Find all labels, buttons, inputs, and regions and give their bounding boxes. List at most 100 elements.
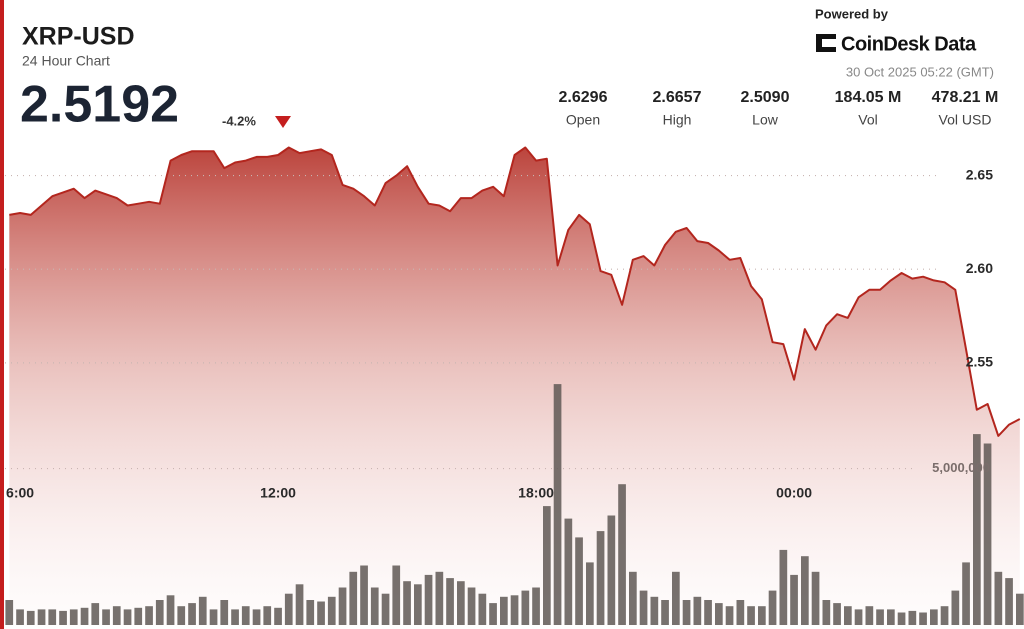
volume-bar (209, 609, 218, 625)
volume-bar (532, 587, 540, 625)
volume-bar (435, 571, 444, 625)
price-change: -4.2% (222, 113, 256, 128)
plot: 2.55 2.60 2.65 5,000,000 6:00 12:00 18:00 00:00 (5, 146, 1024, 625)
volume-bar (715, 603, 723, 625)
volume-bar (381, 593, 390, 625)
volume-bar (639, 590, 648, 625)
stat-value: 2.5090 (741, 89, 790, 106)
volume-bar (295, 584, 304, 625)
volume-bar (446, 578, 454, 625)
volume-bar (811, 571, 820, 625)
y-tick-label: 2.60 (966, 260, 993, 276)
volume-bar (306, 600, 315, 625)
volume-bar (779, 549, 788, 625)
timestamp: 30 Oct 2025 05:22 (GMT) (846, 64, 994, 79)
brand-logo (816, 34, 836, 52)
volume-bar (403, 581, 411, 625)
volume-bar (693, 596, 702, 625)
volume-bar (478, 593, 487, 625)
volume-bar (177, 606, 186, 625)
volume-bar (618, 484, 626, 625)
volume-bar (327, 596, 336, 625)
volume-bar (919, 612, 927, 625)
volume-bar (940, 606, 949, 625)
volume-bar (500, 596, 508, 625)
volume-bar (564, 518, 573, 625)
stat-value: 478.21 M (932, 89, 999, 106)
stats: 2.6296 Open 2.6657 High 2.5090 Low 184.05 M Vol… (559, 89, 999, 127)
volume-bar (736, 600, 745, 625)
volume-bar (252, 609, 261, 625)
volume-bar (360, 565, 368, 625)
volume-bar (994, 571, 1003, 625)
y-tick-label: 2.65 (966, 166, 993, 182)
y-tick-label: 2.55 (966, 354, 993, 370)
volume-bar (220, 600, 229, 625)
x-tick-label: 00:00 (776, 485, 812, 501)
volume-bar (833, 603, 841, 625)
down-arrow (275, 116, 291, 128)
volume-bar (134, 607, 143, 625)
stat-label: Low (752, 112, 779, 128)
volume-bar (16, 609, 24, 625)
volume-bar (553, 384, 562, 625)
volume-bar (908, 610, 917, 625)
volume-bar (876, 609, 884, 625)
volume-bar (392, 565, 401, 625)
volume-bar (263, 606, 272, 625)
stat-value: 184.05 M (835, 89, 902, 106)
volume-bar (607, 515, 616, 625)
volume-bar (91, 603, 100, 625)
x-tick-label: 6:00 (6, 485, 34, 501)
left-accent (0, 0, 4, 629)
volume-bar (790, 574, 798, 625)
volume-bar (231, 609, 239, 625)
volume-bar (586, 562, 594, 625)
volume-bar (370, 587, 379, 625)
volume-bar (822, 600, 831, 625)
volume-bar (725, 606, 734, 625)
stat-value: 2.6296 (559, 89, 608, 106)
volume-bar (1005, 578, 1013, 625)
volume-bar (457, 581, 465, 625)
price-line (9, 146, 1021, 437)
volume-bar (467, 587, 476, 625)
volume-bar (198, 596, 207, 625)
price-area (9, 147, 1020, 625)
powered-by: Powered by (815, 6, 889, 21)
subtitle: 24 Hour Chart (22, 53, 110, 69)
volume-bar (758, 606, 766, 625)
volume-bar (489, 603, 497, 625)
y2-tick-label: 5,000,000 (932, 460, 990, 475)
volume-bar (123, 609, 132, 625)
volume-bar (80, 607, 89, 625)
volume-bar (887, 609, 895, 625)
volume-bar (650, 596, 659, 625)
volume-bar (26, 610, 35, 625)
volume-bar (274, 607, 282, 625)
volume-bar (112, 606, 121, 625)
volume-bar (983, 443, 992, 625)
volume-bar (188, 603, 196, 625)
volume-bar (69, 609, 78, 625)
volume-bar (317, 601, 325, 625)
volume-bar (854, 609, 863, 625)
volume-bar (5, 600, 14, 625)
volume-bar (801, 556, 809, 625)
volume-bar (704, 600, 712, 625)
volume-bar (59, 610, 67, 625)
volume-bar (844, 606, 852, 625)
title: XRP-USD (22, 23, 135, 51)
volume-bar (145, 606, 153, 625)
volume-bar (973, 434, 981, 625)
x-tick-label: 18:00 (518, 485, 554, 501)
last-price: 2.5192 (20, 76, 179, 134)
volume-bar (962, 562, 970, 625)
volume-bar (284, 593, 293, 625)
volume-bar (930, 609, 938, 625)
volume-bar (424, 574, 433, 625)
volume-bar (102, 609, 110, 625)
volume-bar (155, 600, 164, 625)
volume-bar (543, 506, 551, 625)
